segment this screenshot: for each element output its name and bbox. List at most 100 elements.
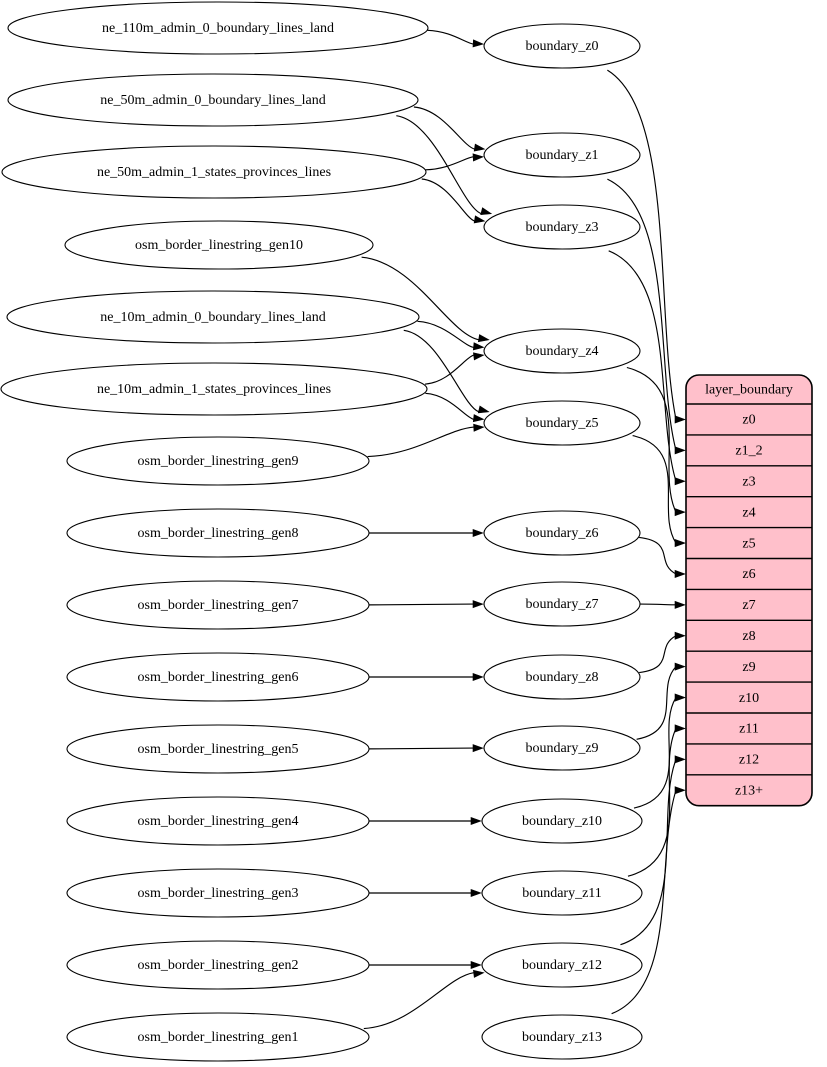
node-boundary_z11[interactable]: boundary_z11: [481, 870, 643, 916]
edge-arrowhead: [472, 672, 484, 682]
node-osm_border_linestring_gen4[interactable]: osm_border_linestring_gen4: [66, 796, 370, 846]
boundary-node-label: boundary_z9: [525, 741, 598, 756]
table-row-label: z1_2: [735, 444, 762, 459]
edge-boundary_z11-to-z11: [627, 728, 677, 877]
node-osm_border_linestring_gen10[interactable]: osm_border_linestring_gen10: [64, 220, 374, 270]
edge-boundary_z13-to-z13+: [611, 790, 677, 1015]
node-boundary_z7[interactable]: boundary_z7: [483, 581, 641, 627]
edge-osm_border_linestring_gen5-to-boundary_z9: [368, 747, 474, 750]
table-row-label: z9: [742, 660, 755, 675]
edge-arrowhead: [470, 816, 482, 826]
edge-boundary_z5-to-z5: [632, 435, 677, 544]
edge-ne_50m_admin_0_boundary_lines_land-to-boundary_z3: [396, 115, 482, 215]
edge-arrowhead: [674, 631, 686, 640]
edge-arrowhead: [473, 352, 485, 361]
edge-ne_50m_admin_0_boundary_lines_land-to-boundary_z1: [413, 106, 475, 150]
node-osm_border_linestring_gen3[interactable]: osm_border_linestring_gen3: [66, 868, 370, 918]
source-node-label: osm_border_linestring_gen10: [135, 238, 303, 253]
edge-arrowhead: [674, 786, 686, 795]
edge-arrowhead: [674, 662, 686, 671]
edge-ne_10m_admin_0_boundary_lines_land-to-boundary_z5: [403, 329, 480, 413]
edge-boundary_z7-to-z7: [639, 603, 677, 606]
source-node-label: ne_110m_admin_0_boundary_lines_land: [102, 21, 334, 36]
edge-arrowhead: [472, 153, 485, 162]
node-osm_border_linestring_gen2[interactable]: osm_border_linestring_gen2: [66, 940, 370, 990]
edge-osm_border_linestring_gen1-to-boundary_z12: [363, 972, 474, 1030]
edge-arrowhead: [477, 405, 490, 414]
node-ne_50m_admin_1_states_provinces_lines[interactable]: ne_50m_admin_1_states_provinces_lines: [1, 145, 427, 199]
node-osm_border_linestring_gen5[interactable]: osm_border_linestring_gen5: [66, 724, 370, 774]
layer-boundary-title: layer_boundary: [705, 383, 793, 398]
boundary-node-label: boundary_z11: [522, 886, 602, 901]
boundary-node-label: boundary_z12: [522, 958, 602, 973]
node-boundary_z6[interactable]: boundary_z6: [483, 510, 641, 556]
edge-arrowhead: [472, 528, 484, 538]
node-boundary_z13[interactable]: boundary_z13: [481, 1014, 643, 1060]
node-boundary_z3[interactable]: boundary_z3: [483, 204, 641, 250]
edge-arrowhead: [674, 446, 686, 455]
node-ne_10m_admin_0_boundary_lines_land[interactable]: ne_10m_admin_0_boundary_lines_land: [6, 290, 420, 344]
edge-arrowhead: [674, 724, 686, 733]
source-node-label: ne_50m_admin_1_states_provinces_lines: [97, 165, 331, 180]
source-node-label: osm_border_linestring_gen9: [138, 454, 299, 469]
edge-ne_10m_admin_1_states_provinces_lines-to-boundary_z4: [424, 354, 474, 385]
edge-osm_border_linestring_gen7-to-boundary_z7: [368, 603, 474, 606]
node-boundary_z1[interactable]: boundary_z1: [483, 132, 641, 178]
node-boundary_z4[interactable]: boundary_z4: [483, 328, 641, 374]
node-boundary_z9[interactable]: boundary_z9: [483, 725, 641, 771]
table-row-label: z10: [739, 691, 759, 706]
edge-arrowhead: [473, 423, 485, 432]
edge-arrowhead: [674, 539, 686, 548]
node-boundary_z10[interactable]: boundary_z10: [481, 798, 643, 844]
node-boundary_z12[interactable]: boundary_z12: [481, 942, 643, 988]
edge-boundary_z0-to-z0: [607, 69, 677, 420]
edge-ne_110m_admin_0_boundary_lines_land-to-boundary_z0: [427, 29, 474, 45]
layer-boundary-table: layer_boundary z0 z1_2 z3 z4 z5 z6 z7 z8 z9 z10 z11…: [685, 374, 813, 807]
node-osm_border_linestring_gen8[interactable]: osm_border_linestring_gen8: [66, 508, 370, 558]
edge-arrowhead: [674, 755, 686, 764]
edge-arrowhead: [473, 969, 485, 978]
node-boundary_z8[interactable]: boundary_z8: [483, 654, 641, 700]
node-ne_110m_admin_0_boundary_lines_land[interactable]: ne_110m_admin_0_boundary_lines_land: [7, 1, 429, 55]
node-ne_50m_admin_0_boundary_lines_land[interactable]: ne_50m_admin_0_boundary_lines_land: [7, 73, 419, 127]
source-node-label: osm_border_linestring_gen6: [138, 670, 299, 685]
layer-boundary-box: [685, 374, 813, 807]
boundary-node-label: boundary_z8: [525, 670, 598, 685]
table-row-label: z6: [742, 567, 755, 582]
edges-layer: [361, 29, 686, 1030]
source-node-label: ne_10m_admin_1_states_provinces_lines: [97, 382, 331, 397]
node-osm_border_linestring_gen6[interactable]: osm_border_linestring_gen6: [66, 652, 370, 702]
edge-boundary_z4-to-z4: [626, 366, 677, 513]
node-boundary_z0[interactable]: boundary_z0: [483, 23, 641, 69]
table-row-label: z7: [742, 598, 755, 613]
node-boundary_z5[interactable]: boundary_z5: [483, 400, 641, 446]
node-osm_border_linestring_gen7[interactable]: osm_border_linestring_gen7: [66, 580, 370, 630]
edge-arrowhead: [674, 569, 686, 578]
edge-arrowhead: [477, 334, 490, 343]
node-osm_border_linestring_gen1[interactable]: osm_border_linestring_gen1: [66, 1012, 370, 1062]
edge-arrowhead: [674, 693, 686, 702]
edge-boundary_z1-to-z1_2: [607, 178, 677, 451]
edge-ne_50m_admin_1_states_provinces_lines-to-boundary_z1: [425, 156, 474, 171]
edge-boundary_z3-to-z3: [608, 250, 677, 482]
table-row-label: z13+: [735, 783, 763, 798]
edge-arrowhead: [470, 960, 482, 970]
table-row-label: z8: [742, 629, 755, 644]
edge-arrowhead: [674, 415, 686, 424]
table-row-label: z3: [742, 474, 755, 489]
node-ne_10m_admin_1_states_provinces_lines[interactable]: ne_10m_admin_1_states_provinces_lines: [0, 362, 428, 416]
source-node-label: ne_10m_admin_0_boundary_lines_land: [100, 310, 326, 325]
boundary-node-label: boundary_z6: [525, 526, 598, 541]
edge-arrowhead: [674, 508, 686, 517]
edge-ne_10m_admin_1_states_provinces_lines-to-boundary_z5: [425, 392, 474, 420]
edge-boundary_z6-to-z6: [639, 536, 677, 575]
source-node-label: osm_border_linestring_gen8: [138, 526, 299, 541]
edge-arrowhead: [472, 39, 485, 48]
table-row-label: z12: [739, 753, 759, 768]
edge-arrowhead: [480, 207, 493, 216]
edge-ne_50m_admin_1_states_provinces_lines-to-boundary_z3: [421, 178, 475, 222]
table-row-label: z11: [739, 722, 759, 737]
edge-arrowhead: [472, 600, 484, 609]
node-osm_border_linestring_gen9[interactable]: osm_border_linestring_gen9: [66, 436, 370, 486]
